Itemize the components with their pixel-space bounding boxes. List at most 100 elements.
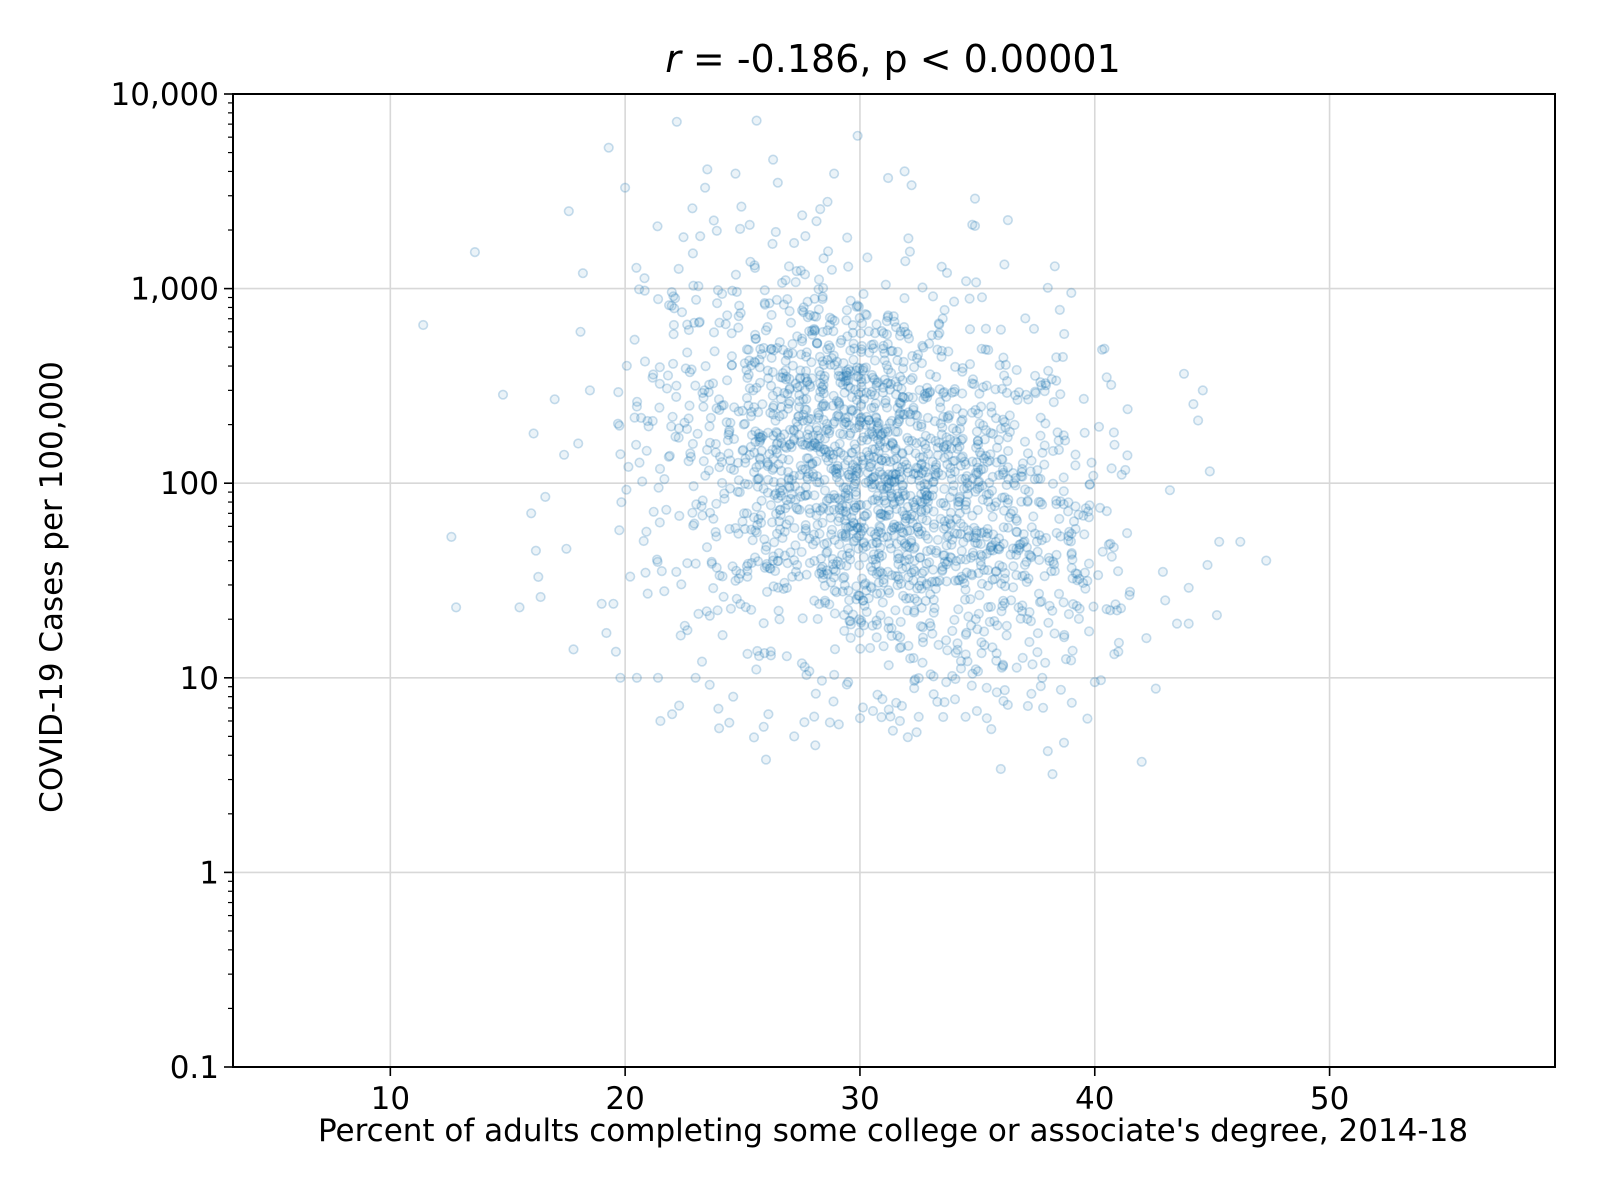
data-point	[857, 459, 868, 470]
data-point	[728, 433, 740, 445]
data-point	[934, 575, 945, 586]
data-point	[904, 580, 915, 591]
data-point	[766, 309, 777, 321]
data-point	[690, 672, 701, 683]
data-point	[973, 467, 984, 478]
data-point	[799, 717, 810, 728]
data-point	[1016, 496, 1027, 507]
data-point	[793, 571, 805, 582]
data-point	[841, 370, 852, 381]
data-point	[842, 370, 853, 381]
data-point	[852, 362, 863, 373]
data-point	[1014, 539, 1025, 550]
data-point	[851, 365, 862, 376]
data-point	[655, 715, 666, 727]
data-point	[777, 485, 788, 496]
data-point	[870, 554, 881, 565]
data-point	[1036, 499, 1048, 510]
data-point	[890, 376, 901, 387]
data-point	[418, 319, 429, 331]
data-point	[999, 684, 1010, 696]
data-point	[1024, 636, 1035, 648]
data-point	[878, 340, 889, 351]
data-point	[849, 343, 860, 354]
data-point	[811, 422, 822, 433]
data-point	[837, 586, 848, 597]
data-point	[703, 465, 715, 476]
data-point	[778, 583, 789, 595]
data-point	[873, 461, 885, 472]
data-point	[997, 561, 1008, 573]
data-point	[814, 598, 825, 610]
data-point	[1042, 282, 1053, 293]
data-point	[825, 359, 836, 370]
data-point	[772, 582, 784, 593]
data-point	[917, 622, 928, 633]
data-point	[900, 541, 911, 552]
data-point	[854, 415, 866, 427]
data-point	[939, 516, 950, 527]
data-point	[726, 360, 737, 371]
data-point	[893, 416, 904, 427]
data-point	[1116, 469, 1127, 480]
data-point	[920, 530, 931, 541]
data-point	[942, 645, 953, 656]
data-point	[1018, 537, 1029, 548]
data-point	[852, 408, 863, 420]
data-point	[755, 434, 766, 446]
data-point	[723, 429, 734, 440]
data-point	[865, 458, 877, 469]
data-point	[891, 538, 902, 550]
data-point	[1051, 495, 1062, 506]
data-point	[1101, 506, 1112, 517]
data-point	[892, 426, 903, 437]
data-point	[685, 448, 696, 459]
data-point	[815, 553, 827, 564]
data-point	[673, 263, 684, 275]
data-point	[985, 502, 997, 513]
data-point	[869, 355, 881, 366]
data-point	[746, 406, 757, 418]
data-point	[830, 467, 842, 478]
data-point	[834, 502, 845, 514]
data-point	[1032, 465, 1043, 476]
data-point	[1011, 364, 1022, 376]
data-point	[928, 476, 939, 487]
data-point	[752, 481, 763, 492]
data-point	[894, 397, 905, 409]
data-point	[786, 489, 797, 500]
data-point	[755, 517, 767, 528]
data-point	[822, 354, 833, 366]
data-point	[666, 287, 677, 298]
data-point	[814, 433, 825, 444]
data-point	[696, 656, 708, 667]
data-point	[808, 430, 819, 441]
data-point	[1047, 768, 1058, 780]
data-point	[839, 491, 851, 503]
data-point	[798, 409, 809, 420]
data-point	[771, 426, 782, 438]
data-point	[762, 474, 774, 486]
data-point	[842, 484, 853, 495]
data-point	[974, 388, 985, 399]
data-point	[938, 387, 950, 398]
data-point	[807, 539, 819, 550]
data-point	[727, 285, 738, 296]
data-point	[685, 451, 697, 463]
data-point	[1094, 502, 1106, 514]
data-point	[1001, 479, 1012, 491]
data-point	[779, 577, 790, 588]
data-point	[886, 488, 897, 499]
data-point	[514, 602, 525, 613]
data-point	[828, 390, 839, 401]
data-point	[928, 594, 939, 605]
data-point	[870, 559, 882, 570]
data-point	[1106, 551, 1117, 562]
data-point	[965, 594, 976, 605]
data-point	[754, 452, 765, 464]
data-point	[914, 385, 925, 396]
data-point	[772, 437, 783, 448]
data-point	[1084, 479, 1095, 490]
data-point	[690, 380, 701, 391]
data-point	[920, 443, 931, 454]
